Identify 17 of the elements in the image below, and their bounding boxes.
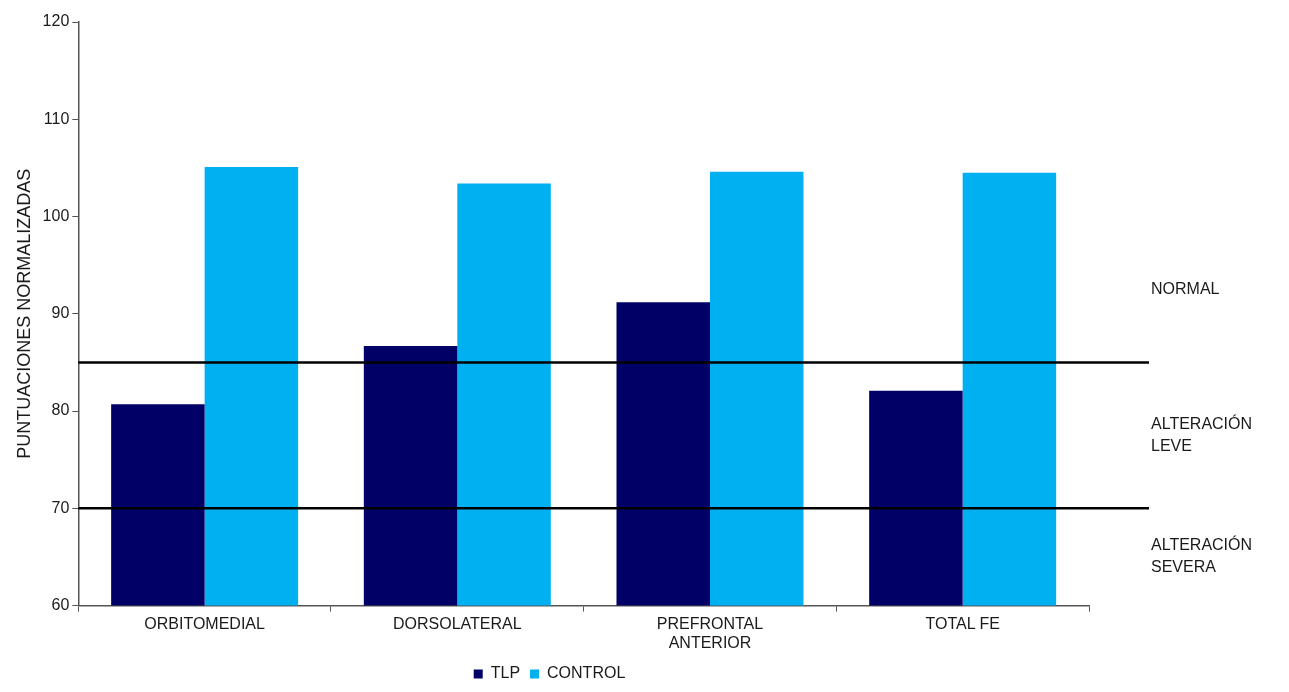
legend-label: CONTROL — [547, 664, 626, 682]
y-tick-label: 100 — [42, 206, 70, 224]
y-tick-label: 120 — [42, 12, 70, 30]
legend-label: TLP — [490, 664, 521, 682]
y-tick-label: 80 — [51, 401, 70, 419]
y-tick-label: 110 — [43, 109, 70, 127]
text: ALTERACIÓN SEVERA — [1151, 535, 1253, 576]
text: NORMAL — [1151, 279, 1220, 297]
x-tick-label: ORBITOMEDIAL — [144, 614, 266, 632]
y-tick-label: 60 — [51, 596, 70, 614]
y-tick-label: 90 — [51, 304, 70, 322]
x-tick-label: PREFRONTAL ANTERIOR — [656, 614, 764, 651]
x-tick-label: TOTAL FE — [925, 614, 1000, 632]
text: ALTERACIÓN LEVE — [1151, 413, 1253, 454]
x-tick-label: DORSOLATERAL — [393, 614, 522, 632]
y-axis-title: PUNTUACIONES NORMALIZADAS — [13, 168, 34, 459]
y-tick-label: 70 — [51, 498, 70, 516]
